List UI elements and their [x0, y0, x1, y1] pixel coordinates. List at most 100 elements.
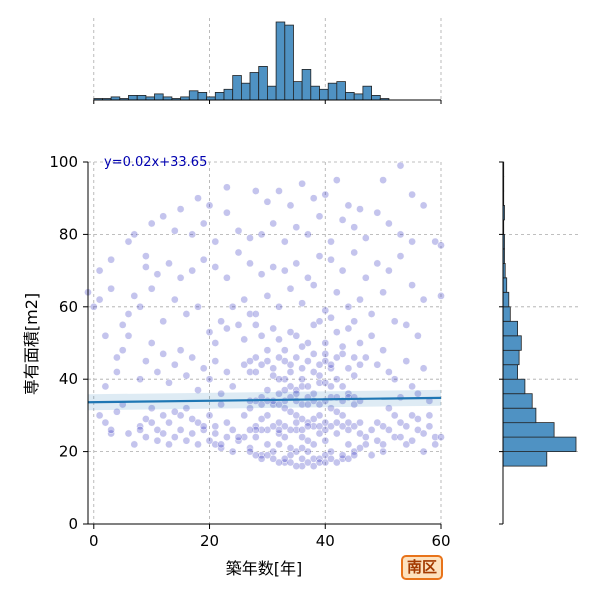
scatter-point [199, 422, 208, 431]
scatter-point [367, 331, 376, 340]
scatter-point [408, 382, 416, 391]
scatter-point [280, 237, 289, 246]
scatter-point [344, 454, 353, 463]
scatter-point [286, 407, 295, 416]
regression-line [87, 396, 442, 404]
scatter-point [298, 299, 306, 308]
scatter-point [246, 357, 254, 365]
scatter-point [396, 161, 405, 170]
scatter-point [338, 411, 347, 420]
scatter-point [280, 433, 289, 441]
scatter-point [292, 447, 301, 456]
scatter-point [350, 248, 359, 257]
scatter-point [390, 375, 399, 384]
scatter-point [315, 411, 324, 420]
y-tick-label: 60 [59, 298, 78, 316]
scatter-point [327, 313, 335, 322]
scatter-point [402, 440, 411, 449]
scatter-point [136, 302, 144, 311]
scatter-point [350, 422, 359, 431]
regression-equation: y=0.02x+33.65 [104, 155, 207, 170]
x-tick-label: 40 [316, 532, 335, 550]
scatter-point [223, 183, 231, 192]
scatter-point [234, 248, 243, 257]
scatter-point [298, 400, 306, 409]
scatter-point [304, 357, 312, 365]
y-hist-bar [502, 407, 537, 424]
x-hist-bar [266, 85, 277, 101]
scatter-point [280, 266, 289, 275]
scatter-point [153, 426, 162, 434]
scatter-point [275, 335, 283, 344]
scatter-point [327, 360, 335, 369]
scatter-point [257, 415, 266, 423]
scatter-point [315, 422, 324, 431]
scatter-point [251, 353, 260, 362]
y-axis-label: 専有面積[m2] [22, 293, 41, 395]
scatter-point [292, 259, 301, 268]
scatter-point [269, 263, 278, 271]
scatter-point [228, 447, 237, 456]
scatter-point [396, 418, 405, 427]
scatter-point [275, 353, 283, 362]
scatter-point [113, 353, 121, 362]
scatter-point [402, 321, 411, 329]
scatter-point [257, 454, 266, 463]
scatter-point [211, 357, 220, 365]
scatter-point [396, 433, 405, 441]
scatter-point [176, 426, 185, 434]
scatter-point [332, 429, 341, 438]
scatter-point [95, 295, 104, 304]
scatter-point [228, 302, 237, 311]
scatter-point [315, 360, 324, 369]
scatter-point [419, 295, 428, 304]
x-hist-bar [240, 82, 251, 101]
scatter-point [356, 418, 364, 427]
scatter-point [199, 364, 208, 373]
scatter-point [356, 444, 364, 452]
scatter-point [228, 382, 237, 391]
x-tick-label: 60 [431, 532, 450, 550]
scatter-point [223, 324, 231, 333]
scatter-point [408, 411, 416, 420]
scatter-point [385, 219, 393, 228]
scatter-point [211, 429, 220, 438]
scatter-point [338, 342, 347, 351]
scatter-point [356, 339, 364, 347]
scatter-point [309, 350, 318, 358]
scatter-point [217, 317, 225, 326]
x-tick-label: 20 [200, 532, 219, 550]
scatter-point [263, 292, 272, 300]
scatter-point [431, 440, 440, 449]
scatter-point [275, 302, 283, 311]
scatter-point [107, 255, 115, 264]
scatter-point [437, 292, 445, 300]
scatter-point [280, 346, 289, 355]
x-hist-bar [327, 82, 338, 101]
scatter-point [240, 411, 249, 420]
regression-line-group [87, 389, 442, 411]
scatter-point [280, 386, 289, 394]
scatter-point [327, 255, 335, 264]
scatter-point [379, 176, 387, 184]
y-hist-bar [502, 451, 548, 467]
scatter-point [286, 201, 295, 210]
scatter-point [205, 411, 214, 420]
scatter-point [344, 440, 353, 449]
scatter-point [437, 241, 445, 250]
x-hist-bar [223, 88, 234, 101]
x-hist-bar [292, 81, 303, 101]
scatter-point [304, 436, 312, 445]
scatter-point [142, 357, 150, 365]
x-tick-label: 0 [89, 532, 99, 550]
scatter-point [385, 368, 393, 376]
scatter-point [385, 426, 393, 434]
scatter-point [298, 462, 306, 470]
scatter-point [240, 360, 249, 369]
scatter-point [361, 273, 370, 282]
scatter-point [286, 444, 295, 452]
scatter-point [402, 357, 411, 365]
scatter-point [246, 234, 254, 242]
scatter-point [205, 328, 214, 336]
